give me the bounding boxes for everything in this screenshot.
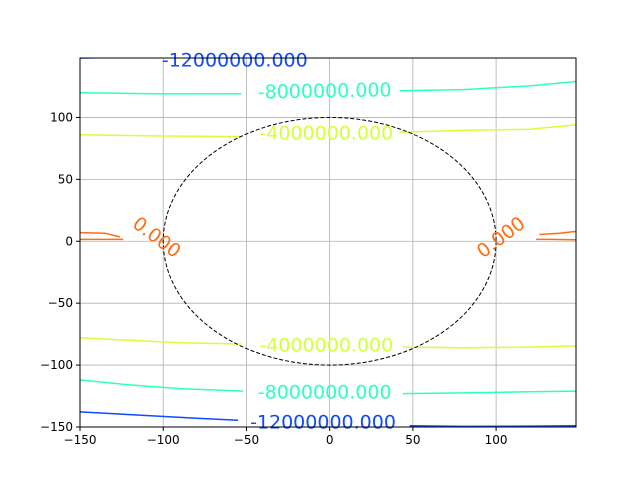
contour-label: -12000000.000 [250, 412, 396, 434]
contour-lines [80, 58, 576, 427]
contour-line [80, 337, 242, 345]
dashed-circle [162, 116, 497, 366]
axis-ticks: −150 −100 −50 0 50 100 100 50 0 −50 −100 −150 [40, 110, 508, 447]
contour-label: -8000000.000 [258, 381, 392, 403]
x-tick-label: 100 [485, 433, 508, 447]
contour-label: -4000000.000 [259, 334, 393, 356]
y-tick-label: 100 [50, 110, 73, 124]
contour-line [399, 80, 576, 92]
y-tick-label: −100 [40, 358, 73, 372]
contour-line [409, 425, 576, 427]
y-tick-label: 0 [65, 234, 73, 248]
contour-line [80, 379, 244, 392]
x-tick-label: −150 [64, 433, 97, 447]
contour-line [80, 134, 242, 138]
contour-line [402, 390, 576, 395]
x-tick-label: −50 [234, 433, 259, 447]
contour-label: -12000000.000 [162, 49, 308, 71]
axes-frame [79, 57, 577, 428]
contour-label: -4000000.000 [259, 123, 393, 145]
contour-line [80, 91, 242, 95]
contour-label: -8000000.000 [258, 79, 392, 103]
x-tick-label: 0 [326, 433, 334, 447]
y-tick-label: −50 [48, 296, 73, 310]
contour-line [402, 345, 576, 349]
x-tick-label: 50 [405, 433, 420, 447]
contour-line [80, 411, 239, 421]
contour-line [80, 231, 121, 238]
x-tick-label: −100 [147, 433, 180, 447]
contour-line [399, 124, 576, 134]
y-tick-label: −150 [40, 420, 73, 434]
dashed-circle-layer [162, 116, 497, 366]
y-tick-label: 50 [58, 172, 73, 186]
contour-line [539, 230, 576, 236]
